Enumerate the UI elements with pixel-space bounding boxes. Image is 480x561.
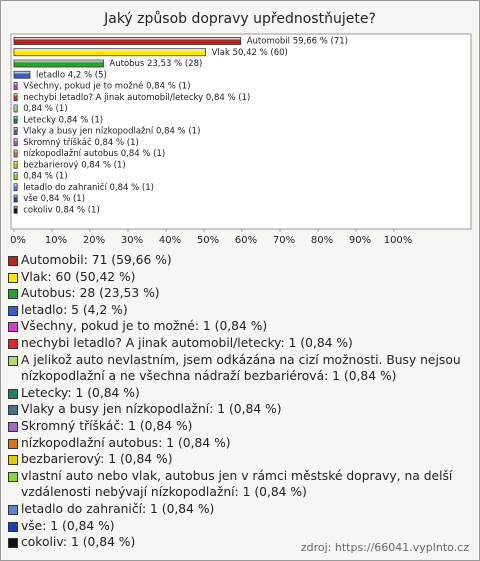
legend-swatch [8, 289, 18, 300]
value-label: cokoliv 0,84 % (1) [23, 205, 100, 215]
value-label: 0,84 % (1) [23, 172, 67, 182]
legend-label: nechybi letadlo? A jinak automobil/letec… [21, 335, 353, 350]
bar [13, 183, 18, 192]
legend-item: Letecky: 1 (0,84 %) [7, 385, 469, 402]
value-label: Vlak 50,42 % (60) [212, 48, 288, 58]
value-label: Letecky 0,84 % (1) [23, 115, 103, 125]
legend-label: Skromný tříškáč: 1 (0,84 %) [21, 418, 193, 433]
value-label: nízkopodlažní autobus 0,84 % (1) [23, 149, 165, 159]
value-label: bezbarierový 0,84 % (1) [23, 160, 126, 170]
x-tick-label: 80% [311, 235, 333, 246]
x-tick-label: 70% [273, 235, 295, 246]
legend-swatch [8, 504, 18, 515]
x-tick-label: 50% [197, 235, 219, 246]
legend-swatch [8, 322, 18, 333]
bar [13, 194, 18, 203]
legend-item: cokoliv: 1 (0,84 %) [7, 534, 469, 551]
x-tick-label: 40% [159, 235, 181, 246]
legend-item: Automobil: 71 (59,66 %) [7, 252, 469, 269]
legend-label: nízkopodlažní autobus: 1 (0,84 %) [21, 435, 231, 450]
legend-swatch [8, 438, 18, 449]
legend-item: A jelikož auto nevlastním, jsem odkázána… [7, 352, 469, 385]
legend-swatch [8, 388, 18, 399]
legend-item: Skromný tříškáč: 1 (0,84 %) [7, 418, 469, 435]
legend-swatch [8, 471, 18, 482]
bar [13, 37, 242, 45]
x-tick-label: 30% [121, 235, 143, 246]
source: zdroj: https://66041.vyplnto.cz [300, 541, 469, 554]
legend-item: bezbarierový: 1 (0,84 %) [7, 451, 469, 468]
x-tick-label: 90% [349, 235, 371, 246]
legend-item: Vlak: 60 (50,42 %) [7, 269, 469, 286]
value-label: Autobus 23,53 % (28) [109, 59, 202, 69]
legend: Automobil: 71 (59,66 %) Vlak: 60 (50,42 %… [7, 252, 469, 551]
legend-item: nízkopodlažní autobus: 1 (0,84 %) [7, 435, 469, 452]
legend-label: bezbarierový: 1 (0,84 %) [21, 452, 173, 467]
legend-swatch [8, 421, 18, 432]
legend-swatch [8, 338, 18, 349]
legend-label: Všechny, pokud je to možné: 1 (0,84 %) [21, 319, 268, 334]
bar [13, 48, 206, 57]
legend-label: letadlo: 5 (4,2 %) [21, 302, 128, 317]
value-label: vše 0,84 % (1) [23, 193, 85, 204]
bar [13, 82, 18, 90]
legend-swatch [8, 405, 18, 416]
bar [13, 172, 18, 180]
bar [13, 70, 31, 79]
x-tick-label: 10% [45, 235, 67, 246]
bar [13, 127, 18, 135]
bar [13, 115, 18, 124]
legend-swatch [8, 272, 18, 283]
x-tick-label: 20% [83, 235, 105, 246]
chart: Jaký způsob dopravy upřednostňujete? 0% 1… [10, 11, 472, 246]
value-label: Skromný tříškáč 0,84 % (1) [23, 137, 139, 148]
legend-label: vlastní auto nebo vlak, autobus jen v rá… [21, 468, 453, 500]
bar [13, 160, 18, 169]
legend-item: vlastní auto nebo vlak, autobus jen v rá… [7, 468, 469, 501]
legend-item: Vlaky a busy jen nízkopodlažní: 1 (0,84 … [7, 401, 469, 418]
legend-item: letadlo do zahraničí: 1 (0,84 %) [7, 501, 469, 518]
legend-item: nechybi letadlo? A jinak automobil/letec… [7, 335, 469, 352]
value-label: Automobil 59,66 % (71) [247, 37, 348, 47]
legend-swatch [8, 355, 18, 366]
legend-label: Letecky: 1 (0,84 %) [21, 385, 140, 400]
bar [13, 138, 18, 147]
value-label: nechybi letadlo? A jinak automobil/letec… [23, 93, 250, 103]
x-tick-label: 0% [10, 235, 26, 246]
legend-swatch [8, 305, 18, 316]
legend-label: Vlak: 60 (50,42 %) [21, 269, 136, 284]
value-label: 0,84 % (1) [23, 104, 67, 114]
legend-label: Automobil: 71 (59,66 %) [21, 253, 172, 267]
legend-label: Vlaky a busy jen nízkopodlažní: 1 (0,84 … [21, 402, 282, 417]
value-label: letadlo 4,2 % (5) [36, 70, 107, 80]
value-label: letadlo do zahraničí 0,84 % (1) [23, 182, 154, 193]
legend-label: Autobus: 28 (23,53 %) [21, 286, 160, 301]
bar [13, 59, 104, 68]
legend-item: Autobus: 28 (23,53 %) [7, 285, 469, 302]
bar [13, 205, 18, 214]
value-label: Vlaky a busy jen nízkopodlažní 0,84 % (1… [23, 127, 200, 137]
bar [13, 149, 18, 158]
legend-swatch [8, 538, 18, 549]
bar [13, 93, 18, 102]
legend-item: vše: 1 (0,84 %) [7, 518, 469, 535]
bar [13, 104, 18, 113]
legend-item: Všechny, pokud je to možné: 1 (0,84 %) [7, 318, 469, 335]
legend-label: letadlo do zahraničí: 1 (0,84 %) [21, 501, 215, 516]
legend-swatch [8, 521, 18, 532]
legend-swatch [8, 455, 18, 466]
legend-label: cokoliv: 1 (0,84 %) [21, 535, 136, 550]
chart-title: Jaký způsob dopravy upřednostňujete? [103, 11, 376, 27]
x-tick-label: 60% [235, 235, 257, 246]
x-tick-label: 100% [384, 235, 413, 246]
legend-swatch [8, 256, 18, 266]
legend-item: letadlo: 5 (4,2 %) [7, 302, 469, 319]
legend-label: A jelikož auto nevlastním, jsem odkázána… [21, 352, 461, 384]
value-label: Všechny, pokud je to možné 0,84 % (1) [23, 81, 190, 92]
legend-label: vše: 1 (0,84 %) [21, 518, 115, 533]
